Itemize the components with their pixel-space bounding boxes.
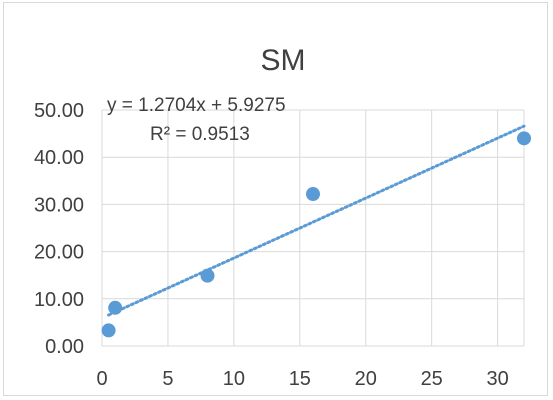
- y-tick-label: 50.00: [34, 100, 84, 122]
- trendline-layer: [107, 124, 526, 317]
- x-tick-label: 5: [162, 368, 173, 390]
- y-tick-label: 40.00: [34, 147, 84, 169]
- x-tick-label: 30: [487, 368, 509, 390]
- tick-labels: 0.00 10.00 20.00 30.00 40.00 50.00 0 5 10 15 20 25 3…: [34, 100, 509, 390]
- data-point: [200, 268, 215, 283]
- data-point: [108, 300, 123, 315]
- trendline: [107, 124, 526, 317]
- data-points: [101, 131, 531, 338]
- trendline-r-squared: R² = 0.9513: [150, 124, 250, 145]
- chart-area: [3, 2, 548, 396]
- gridlines: [101, 109, 525, 347]
- y-tick-label: 30.00: [34, 194, 84, 216]
- x-tick-label: 25: [421, 368, 443, 390]
- x-tick-label: 15: [289, 368, 311, 390]
- x-tick-label: 20: [355, 368, 377, 390]
- chart-title: SM: [261, 44, 306, 77]
- x-tick-label: 10: [223, 368, 245, 390]
- y-tick-label: 0.00: [45, 336, 84, 358]
- trendline-equation: y = 1.2704x + 5.9275: [107, 95, 286, 116]
- x-tick-label: 0: [96, 368, 107, 390]
- data-point: [306, 187, 320, 202]
- data-point: [517, 131, 531, 146]
- y-tick-label: 20.00: [34, 242, 84, 264]
- data-point: [101, 323, 116, 338]
- y-tick-label: 10.00: [34, 289, 84, 311]
